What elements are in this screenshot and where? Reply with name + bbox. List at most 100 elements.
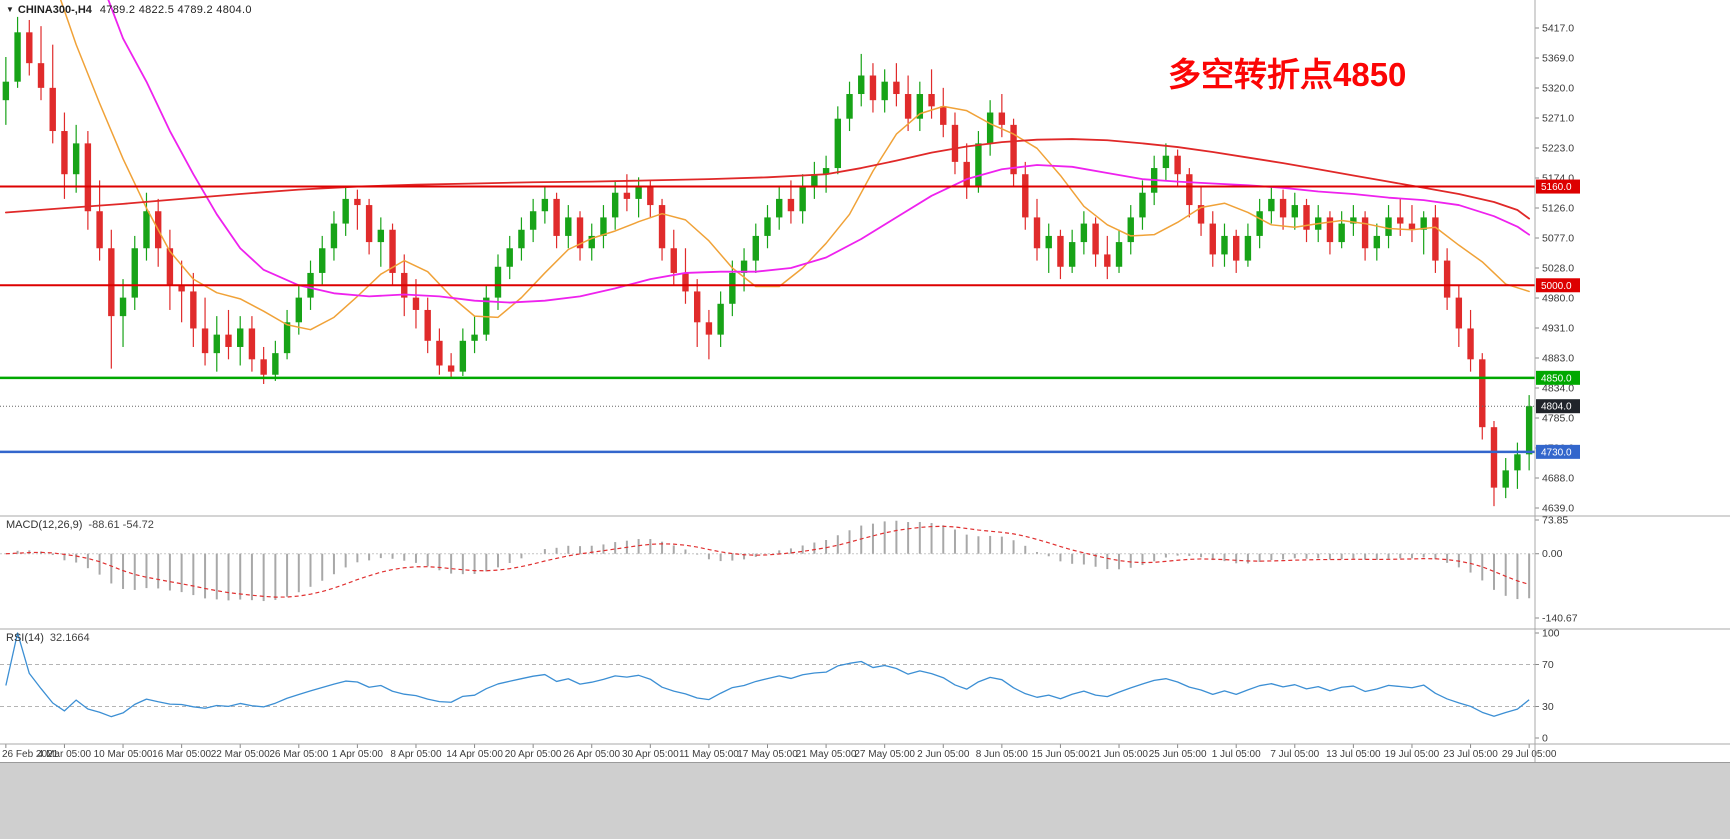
price-axis-label: 4834.0 xyxy=(1542,383,1574,395)
price-axis-label: 5369.0 xyxy=(1542,53,1574,65)
candle-body xyxy=(1033,217,1041,249)
macd-indicator-label: MACD(12,26,9) -88.61 -54.72 xyxy=(6,519,154,531)
candle-body xyxy=(201,328,209,354)
price-tag xyxy=(1536,444,1580,459)
price-tag xyxy=(1536,370,1580,385)
price-tag-label: 4804.0 xyxy=(1541,402,1572,413)
candle-body xyxy=(471,334,478,341)
candle-body xyxy=(1385,217,1392,236)
candle-body xyxy=(108,248,115,317)
rsi-name: RSI(14) xyxy=(6,632,44,644)
candle-body xyxy=(1162,155,1170,169)
price-axis-label: 4639.0 xyxy=(1542,503,1574,515)
time-axis-label: 17 May 05:00 xyxy=(737,749,798,760)
candle-body xyxy=(904,94,912,119)
price-tag-label: 4850.0 xyxy=(1541,373,1572,384)
candle-body xyxy=(951,124,959,162)
candle-body xyxy=(717,303,724,335)
time-axis-label: 1 Apr 05:00 xyxy=(332,749,384,760)
candle-body xyxy=(166,248,174,286)
time-axis-label: 25 Jun 05:00 xyxy=(1149,749,1207,760)
rsi-scale-label: 0 xyxy=(1542,733,1548,745)
candle-body xyxy=(248,328,256,360)
candle-body xyxy=(1455,297,1463,329)
candle-body xyxy=(2,81,10,101)
candle-body xyxy=(1432,217,1439,261)
macd-signal-line xyxy=(5,525,1530,598)
price-axis-label: 4688.0 xyxy=(1542,473,1574,485)
candle-body xyxy=(740,260,748,273)
candle-body xyxy=(858,75,865,95)
time-axis-label: 22 Mar 05:00 xyxy=(211,749,270,760)
candle-body xyxy=(447,365,455,372)
price-tag-label: 5160.0 xyxy=(1541,182,1572,193)
candle-body xyxy=(143,211,150,249)
price-tag xyxy=(1536,399,1580,414)
bottom-gray-strip xyxy=(0,762,1730,839)
candle-body xyxy=(705,322,713,335)
price-axis-label: 5028.0 xyxy=(1542,263,1574,275)
candle-body xyxy=(260,359,267,375)
time-axis-label: 7 Jul 05:00 xyxy=(1270,749,1319,760)
price-axis-label: 4980.0 xyxy=(1542,293,1574,305)
candle-body xyxy=(940,106,947,125)
candle-body xyxy=(822,168,830,175)
panel-separators xyxy=(0,0,1730,762)
candle-body xyxy=(693,291,701,323)
candle-body xyxy=(26,32,33,64)
candle-body xyxy=(893,81,900,95)
symbol-title: CHINA300-,H4 xyxy=(17,4,92,16)
price-axis: 5417.05369.05320.05271.05223.05174.05126… xyxy=(1535,23,1574,515)
price-axis-label: 4931.0 xyxy=(1542,323,1574,335)
candle-body xyxy=(975,143,982,187)
candle-body xyxy=(1467,328,1474,360)
candle-body xyxy=(600,217,607,236)
candle-body xyxy=(1010,124,1017,175)
candle-body xyxy=(529,211,537,230)
candle-body xyxy=(1490,427,1498,488)
ma-mid-magenta xyxy=(107,0,1531,304)
candle-body xyxy=(1338,223,1345,243)
price-chart-canvas[interactable]: 73.85 0.00 -140.67 100 70 30 0 5417.0 5369.0 5320… xyxy=(0,0,1730,762)
candle-body xyxy=(412,297,420,310)
candle-body xyxy=(623,192,631,199)
rsi-panel: 100 70 30 0 xyxy=(0,628,1560,745)
candle-body xyxy=(37,63,45,88)
candle-body xyxy=(565,217,572,236)
candle-body xyxy=(1350,217,1357,224)
candle-body xyxy=(881,81,888,101)
candle-body xyxy=(1443,260,1451,298)
candle-body xyxy=(61,131,68,175)
candle-body xyxy=(1291,205,1298,218)
candle-body xyxy=(1221,235,1228,255)
macd-values: -88.61 -54.72 xyxy=(88,519,154,531)
candle-body xyxy=(576,217,584,249)
candles xyxy=(2,16,1533,507)
candle-body xyxy=(764,217,771,236)
candle-body xyxy=(1174,155,1181,175)
candle-body xyxy=(658,205,666,249)
candle-body xyxy=(1092,223,1099,255)
price-tag-label: 4730.0 xyxy=(1541,447,1572,458)
candle-body xyxy=(424,309,431,341)
candle-body xyxy=(1268,198,1275,212)
macd-scale-label: 73.85 xyxy=(1542,515,1568,527)
price-tags: 5160.0 5000.0 4850.0 4730.0 4804.0 xyxy=(1536,179,1580,459)
candle-body xyxy=(1127,217,1134,243)
candle-body xyxy=(14,32,21,82)
candle-body xyxy=(1139,192,1146,218)
ma-fast-orange xyxy=(59,0,1530,331)
candle-body xyxy=(553,198,560,236)
candle-body xyxy=(834,118,842,169)
symbol-dropdown-icon[interactable]: ▼ xyxy=(6,5,14,14)
candle-body xyxy=(1233,235,1240,261)
annotation-text: 多空转折点4850 xyxy=(1168,56,1407,93)
candle-body xyxy=(518,229,525,249)
candle-body xyxy=(670,248,677,273)
candle-body xyxy=(1045,235,1052,249)
chart-ohlc-header: ▼ CHINA300-,H4 4789.2 4822.5 4789.2 4804.0 xyxy=(6,4,252,16)
candle-body xyxy=(365,205,373,243)
rsi-line xyxy=(5,632,1530,718)
candle-body xyxy=(1057,235,1064,267)
